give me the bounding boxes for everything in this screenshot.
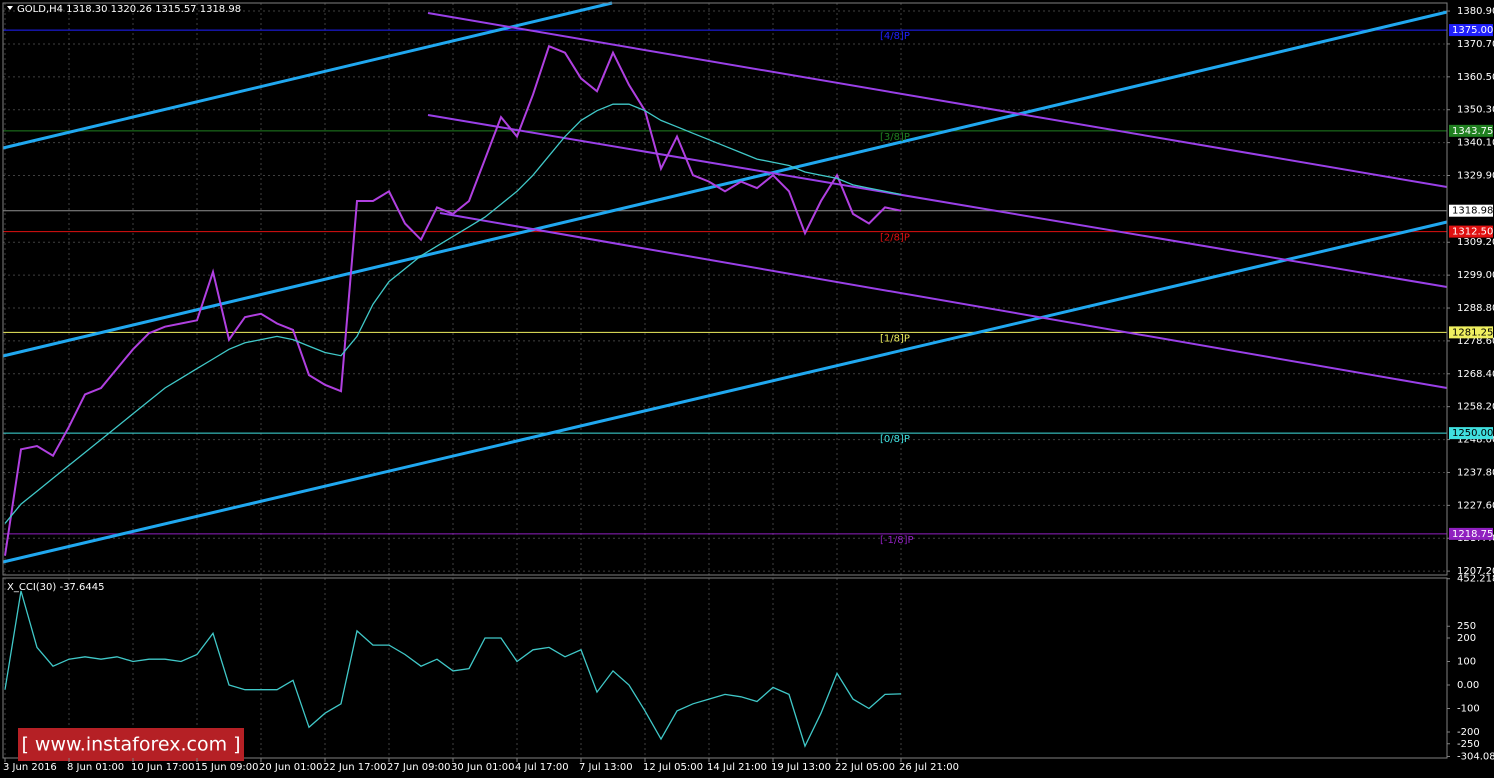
- y-tick-label: 1360.50: [1457, 72, 1494, 83]
- level-label: 1281.25: [1452, 327, 1493, 338]
- x-tick-label: 10 Jun 17:00: [131, 762, 195, 773]
- level-box: [1449, 124, 1493, 137]
- level-tag: [0/8]P: [880, 434, 910, 445]
- x-tick-label: 14 Jul 21:00: [707, 762, 767, 773]
- channel-line: [427, 114, 1448, 288]
- menu-icon[interactable]: [7, 6, 13, 10]
- level-tag: [3/8]P: [880, 132, 910, 143]
- x-tick-label: 12 Jul 05:00: [643, 762, 703, 773]
- y-tick-label: 452.2182: [1457, 574, 1494, 585]
- y-tick-label: 1288.80: [1457, 303, 1494, 314]
- y-tick-label: 1278.60: [1457, 336, 1494, 347]
- y-tick-label: -200: [1457, 727, 1480, 738]
- indicator-title: X_CCI(30) -37.6445: [7, 582, 104, 593]
- plot: [4, 44, 902, 748]
- level-tag: [-1/8]P: [880, 535, 914, 546]
- y-tick-label: 1248.00: [1457, 435, 1494, 446]
- level-tag: [4/8]P: [880, 31, 910, 42]
- y-tick-label: 100: [1457, 657, 1476, 668]
- channel-line: [439, 212, 1448, 389]
- level-label: 1250.00: [1452, 428, 1493, 439]
- y-tick-label: 1207.20: [1457, 566, 1494, 577]
- grid: [3, 3, 1447, 758]
- cci-pane-frame: [2, 577, 1448, 759]
- y-tick-label: 1299.00: [1457, 270, 1494, 281]
- x-tick-label: 4 Jul 17:00: [515, 762, 569, 773]
- watermark-box: [18, 728, 244, 761]
- level-tag: [1/8]P: [880, 333, 910, 344]
- x-tick-label: 15 Jun 09:00: [195, 762, 259, 773]
- y-tick-label: 1268.40: [1457, 369, 1494, 380]
- series-line: [4, 590, 902, 748]
- series-line: [4, 44, 902, 556]
- y-tick-label: 200: [1457, 633, 1476, 644]
- x-tick-label: 27 Jun 09:00: [387, 762, 451, 773]
- channel-line: [2, 10, 1448, 358]
- y-tick-label: 1237.80: [1457, 467, 1494, 478]
- y-tick-label: 250: [1457, 621, 1476, 632]
- level-label: 1218.75: [1452, 529, 1493, 540]
- x-tick-label: 20 Jun 01:00: [259, 762, 323, 773]
- last-price-box: [1449, 204, 1493, 217]
- x-tick-label: 26 Jul 21:00: [899, 762, 959, 773]
- y-tick-label: -100: [1457, 704, 1480, 715]
- x-tick-label: 19 Jul 13:00: [771, 762, 831, 773]
- y-tick-label: 1227.60: [1457, 500, 1494, 511]
- x-tick-label: 3 Jun 2016: [3, 762, 57, 773]
- y-tick-label: -304.087: [1457, 751, 1494, 762]
- x-tick-label: 8 Jun 01:00: [67, 762, 124, 773]
- purple-channel: [427, 12, 1448, 389]
- watermark: [ www.instaforex.com ]: [21, 734, 240, 756]
- x-tick-label: 30 Jun 01:00: [451, 762, 515, 773]
- y-tick-label: 1350.30: [1457, 105, 1494, 116]
- level-label: 1375.00: [1452, 25, 1493, 36]
- y-tick-label: 1370.70: [1457, 39, 1494, 50]
- y-tick-label: 1340.10: [1457, 138, 1494, 149]
- last-price-label: 1318.98: [1452, 206, 1493, 217]
- series-line: [4, 103, 902, 524]
- y-tick-label: 1329.90: [1457, 171, 1494, 182]
- main-pane-frame: [2, 2, 1448, 576]
- level-box: [1449, 427, 1493, 440]
- x-tick-label: 7 Jul 13:00: [579, 762, 633, 773]
- y-tick-label: 0.00: [1457, 680, 1479, 691]
- x-tick-label: 22 Jul 05:00: [835, 762, 895, 773]
- level-box: [1449, 527, 1493, 540]
- y-tick-label: 1309.20: [1457, 237, 1494, 248]
- level-label: 1343.75: [1452, 126, 1493, 137]
- y-tick-label: -250: [1457, 739, 1480, 750]
- channel-line: [427, 12, 1448, 188]
- x-tick-label: 22 Jun 17:00: [323, 762, 387, 773]
- chart-title: GOLD,H4 1318.30 1320.26 1315.57 1318.98: [17, 4, 241, 15]
- level-tag: [2/8]P: [880, 233, 910, 244]
- y-tick-label: 1380.90: [1457, 6, 1494, 17]
- y-tick-label: 1258.20: [1457, 402, 1494, 413]
- level-label: 1312.50: [1452, 227, 1493, 238]
- level-box: [1449, 225, 1493, 238]
- level-box: [1449, 326, 1493, 339]
- level-box: [1449, 24, 1493, 37]
- channel-line: [2, 220, 1448, 564]
